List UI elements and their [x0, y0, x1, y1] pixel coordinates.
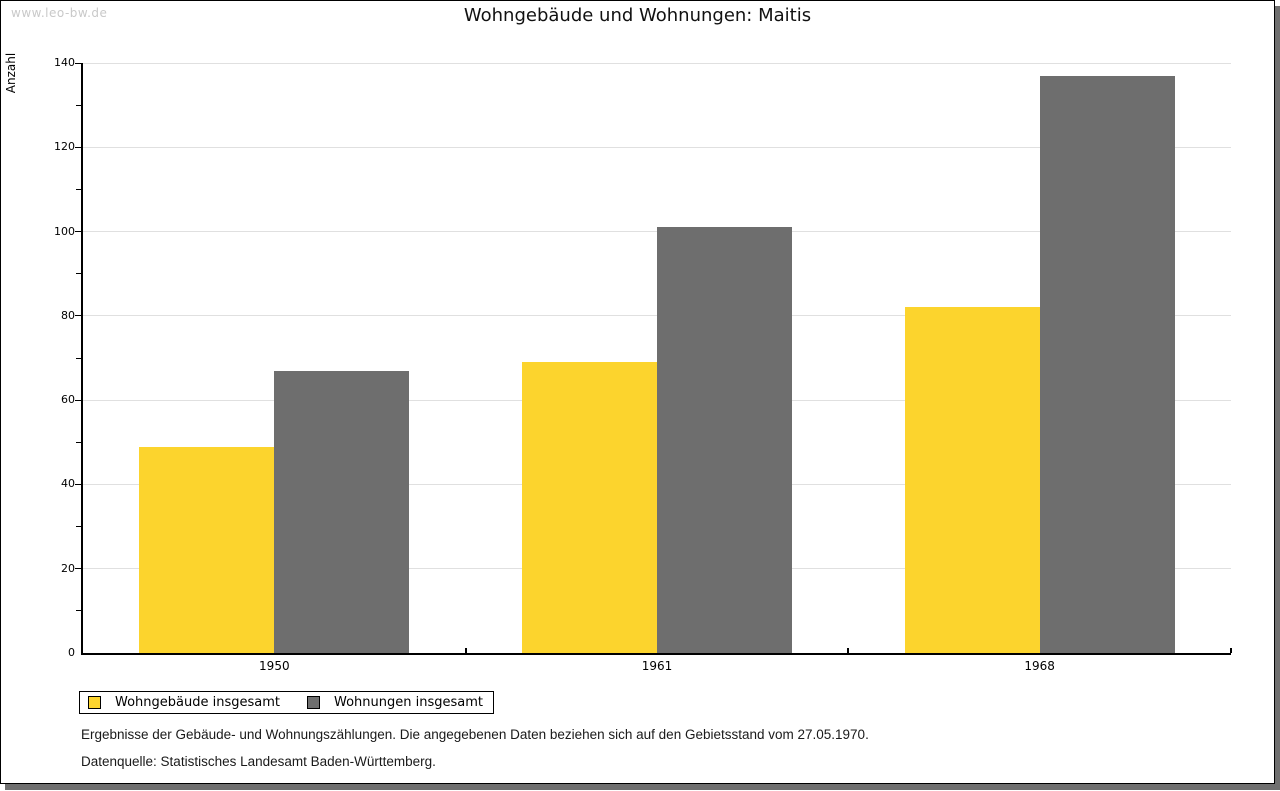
y-minor-tick-10	[76, 610, 81, 612]
plot-area: 0 20 40 60 80 100 120 140 1950 1961 1968	[54, 56, 1232, 673]
y-tick-label: 0	[68, 646, 75, 659]
legend-swatch	[88, 696, 101, 709]
y-tick-label: 60	[61, 393, 75, 407]
y-minor-tick-70	[76, 357, 81, 359]
y-axis-top-cap	[83, 63, 90, 64]
y-tick-40	[75, 483, 81, 485]
y-minor-tick-50	[76, 441, 81, 443]
legend: Wohngebäude insgesamt Wohnungen insgesamt	[79, 691, 494, 714]
chart-title: Wohngebäude und Wohnungen: Maitis	[463, 5, 812, 26]
y-tick-label: 20	[61, 561, 75, 575]
y-tick-label: 100	[54, 224, 75, 238]
x-axis-line	[81, 653, 1231, 655]
y-tick-140	[75, 62, 81, 64]
legend-item-wohnungen: Wohnungen insgesamt	[307, 695, 483, 710]
bar-wohngebaeude-1950	[139, 446, 275, 653]
bar-wohngebaeude-1968	[904, 307, 1040, 653]
legend-item-wohngebaeude: Wohngebäude insgesamt	[88, 695, 280, 710]
y-axis-title: Anzahl	[4, 52, 18, 94]
y-minor-tick-30	[76, 526, 81, 528]
x-category-label-1950: 1950	[259, 659, 290, 673]
bar-wohngebaeude-1961	[522, 362, 657, 653]
y-tick-60	[75, 399, 81, 401]
y-tick-120	[75, 146, 81, 148]
footnote-source-note: Ergebnisse der Gebäude- und Wohnungszähl…	[81, 727, 869, 742]
y-tick-label: 140	[54, 56, 75, 69]
y-tick-label: 120	[54, 140, 75, 154]
x-group-tick-3	[1230, 648, 1232, 653]
gridline-y-120	[83, 146, 1231, 148]
y-tick-20	[75, 568, 81, 570]
x-category-label-1968: 1968	[1024, 659, 1055, 673]
legend-swatch	[307, 696, 320, 709]
x-category-label-1961: 1961	[641, 659, 673, 673]
gridline-y-140	[83, 62, 1231, 64]
y-tick-80	[75, 315, 81, 317]
bar-wohnungen-1961	[657, 227, 792, 653]
y-axis-line	[81, 63, 83, 655]
bar-wohnungen-1968	[1039, 75, 1175, 653]
y-tick-label: 40	[61, 477, 75, 491]
y-minor-tick-90	[76, 273, 81, 275]
y-minor-tick-130	[76, 104, 81, 106]
watermark-leo-bw: www.leo-bw.de	[11, 6, 108, 20]
bar-wohnungen-1950	[274, 370, 410, 653]
x-group-tick-1	[464, 648, 467, 653]
footnote-data-source: Datenquelle: Statistisches Landesamt Bad…	[81, 754, 436, 769]
x-group-tick-2	[847, 648, 850, 653]
y-minor-tick-110	[76, 188, 81, 190]
y-tick-100	[75, 231, 81, 233]
y-tick-label: 80	[61, 308, 75, 322]
legend-label: Wohnungen insgesamt	[334, 695, 483, 710]
legend-label: Wohngebäude insgesamt	[115, 695, 280, 710]
